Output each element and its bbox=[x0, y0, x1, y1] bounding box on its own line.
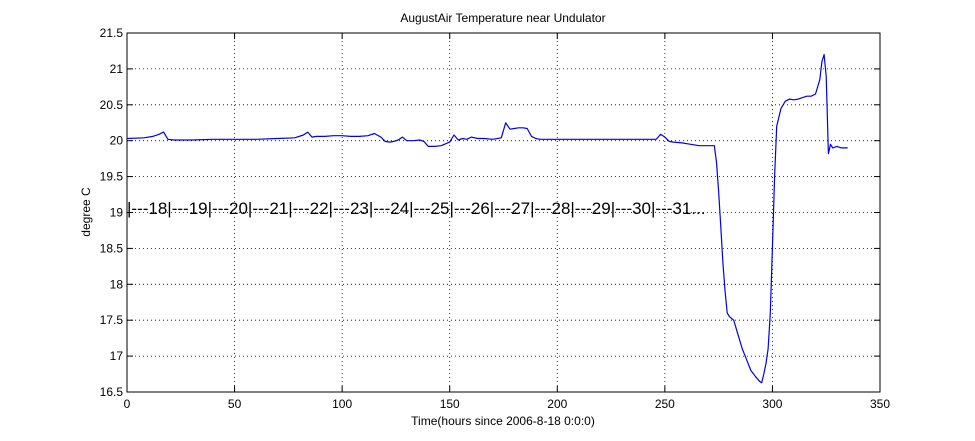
x-axis-tick-labels: 0 50 100 150 200 250 300 350 bbox=[124, 397, 891, 411]
y-tick-label: 19.5 bbox=[100, 170, 124, 184]
x-tick-label: 200 bbox=[547, 397, 567, 411]
x-tick-label: 50 bbox=[228, 397, 242, 411]
temperature-series-line bbox=[126, 53, 848, 384]
grid-lines bbox=[127, 33, 880, 392]
y-tick-label: 17 bbox=[110, 349, 124, 363]
y-axis-tick-labels: 16.5 17 17.5 18 18.5 19 19.5 20 20.5 21 21.5 bbox=[100, 26, 124, 399]
x-axis-title: Time(hours since 2006-8-18 0:0:0) bbox=[411, 414, 595, 428]
x-tick-label: 0 bbox=[124, 397, 131, 411]
x-tick-label: 300 bbox=[762, 397, 782, 411]
axis-ticks bbox=[126, 32, 881, 393]
y-tick-label: 21.5 bbox=[100, 26, 124, 40]
y-tick-label: 16.5 bbox=[100, 385, 124, 399]
y-tick-label: 19 bbox=[110, 206, 124, 220]
x-tick-label: 350 bbox=[870, 397, 890, 411]
day-marker-label: |---18|---19|---20|---21|---22|---23|---… bbox=[127, 199, 706, 218]
y-tick-label: 17.5 bbox=[100, 313, 124, 327]
y-tick-label: 18.5 bbox=[100, 241, 124, 255]
y-tick-label: 20.5 bbox=[100, 98, 124, 112]
series-lines bbox=[126, 53, 848, 384]
x-tick-label: 100 bbox=[332, 397, 352, 411]
x-tick-label: 250 bbox=[655, 397, 675, 411]
x-tick-label: 150 bbox=[440, 397, 460, 411]
y-tick-label: 20 bbox=[110, 134, 124, 148]
y-tick-label: 21 bbox=[110, 62, 124, 76]
y-tick-label: 18 bbox=[110, 277, 124, 291]
y-axis-title: degree C bbox=[79, 187, 93, 237]
chart-title: AugustAir Temperature near Undulator bbox=[400, 11, 605, 25]
